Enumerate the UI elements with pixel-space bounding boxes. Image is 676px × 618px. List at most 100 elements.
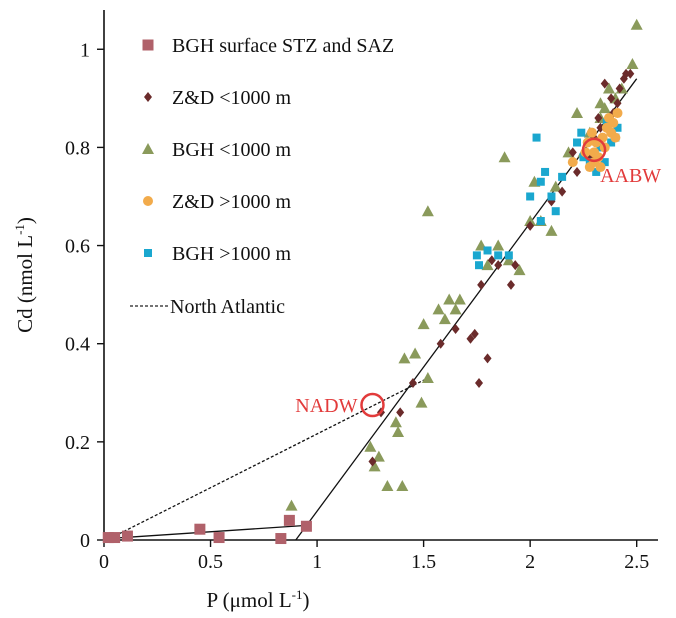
legend-circle-swatch [143,196,153,206]
square-point [121,530,133,542]
triangle-point [549,180,562,192]
diamond-point [483,353,492,364]
triangle-point [438,313,451,325]
square-small-point [536,177,545,186]
diamond-point [511,260,520,271]
nadw-label: NADW [295,395,357,417]
diamond-point [607,93,616,104]
square-small-point [579,153,588,162]
y-tick-label: 0.6 [65,236,90,258]
triangle-point [381,480,394,492]
x-tick-label: 1.5 [411,551,436,573]
triangle-point [417,318,430,330]
diamond-point [615,83,624,94]
triangle-point [398,352,411,364]
north-atlantic-line [114,377,429,537]
data-points [102,18,643,545]
circle-point [586,127,597,138]
legend-square-small-swatch [144,249,152,257]
square-point [283,514,295,526]
y-tick-label: 0.8 [65,137,90,159]
triangle-point [453,293,466,305]
diamond-point [596,122,605,133]
square-point [102,532,114,544]
diamond-point [470,328,479,339]
legend-label: BGH <1000 m [172,139,292,161]
triangle-point [421,205,434,217]
triangle-point [392,426,405,438]
square-point [213,532,225,544]
legend-label: Z&D >1000 m [172,191,291,213]
square-point [109,532,121,544]
square-small-point [504,251,513,260]
triangle-point [449,303,462,315]
triangle-point [571,107,584,119]
square-small-point [607,138,616,147]
square-small-point [558,172,567,181]
triangle-point [364,440,377,452]
legend-triangle-swatch [142,143,154,154]
diamond-point [622,68,631,79]
diamond-point [408,377,417,388]
diamond-point [600,78,609,89]
square-small-point [577,128,586,137]
diamond-point [594,112,603,123]
legend-label: Z&D <1000 m [172,87,291,109]
square-small-point [494,251,503,260]
surface-fit-line-line [108,524,309,540]
circle-point [603,112,614,123]
circle-point [567,157,578,168]
legend-label: BGH surface STZ and SAZ [172,35,394,57]
triangle-point [368,460,381,472]
legend: BGH surface STZ and SAZ Z&D <1000 m BGH <1… [130,35,394,318]
diamond-point [526,220,535,231]
square-small-point [526,192,535,201]
square-small-point [483,246,492,255]
triangle-point [498,151,511,163]
circle-point [612,108,623,119]
x-tick-label: 2 [525,551,535,573]
triangle-point [372,450,385,462]
diamond-point [573,166,582,177]
square-small-point [547,192,556,201]
triangle-point [545,224,558,236]
square-point [275,533,287,545]
circle-point [589,157,600,168]
square-small-point [475,261,484,270]
y-tick-label: 0.4 [65,334,90,356]
legend-label: North Atlantic [170,296,285,318]
diamond-point [368,456,377,467]
x-axis-title: P (μmol L-1) [207,587,310,612]
triangle-point [524,215,537,227]
square-small-point [551,207,560,216]
legend-square-swatch [142,39,154,51]
legend-label: BGH >1000 m [172,243,292,265]
triangle-point [598,102,611,114]
diamond-point [466,333,475,344]
y-axis-title: Cd (nmol L-1) [12,217,37,333]
triangle-point [502,254,515,266]
square-point [300,520,312,532]
square-small-point [592,167,601,176]
axes: 0 0.5 1 1.5 2 2.5 0 0.2 0.4 0.6 0.8 1 [65,10,658,573]
square-small-point [472,251,481,260]
square-small-point [613,123,622,132]
square-small-point [600,158,609,167]
circle-point [610,132,621,143]
square-small-point [541,167,550,176]
triangle-point [630,18,643,30]
diamond-point [477,279,486,290]
diamond-point [494,260,503,271]
diamond-point [487,255,496,266]
triangle-point [492,239,505,251]
diamond-point [396,407,405,418]
square-small-point [536,217,545,226]
square-small-point [532,133,541,142]
triangle-point [481,259,494,271]
x-tick-label: 2.5 [624,551,649,573]
y-tick-label: 0 [80,530,90,552]
diamond-point [568,147,577,158]
aabw-circle-marker [581,137,607,163]
